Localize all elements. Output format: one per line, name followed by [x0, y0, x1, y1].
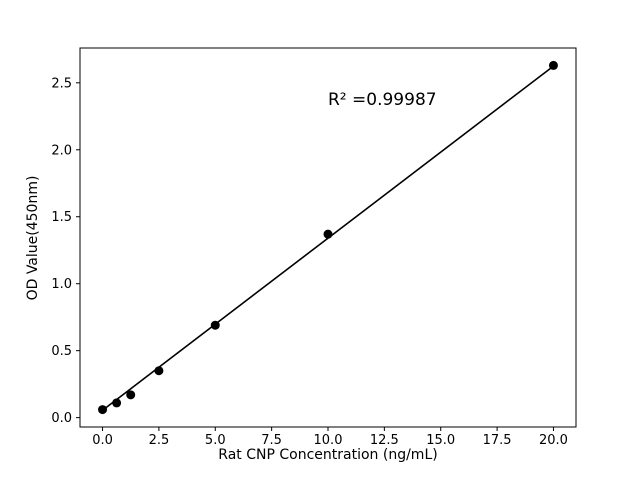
- r-squared-annotation: R² =0.99987: [328, 90, 437, 110]
- x-tick-label: 7.5: [261, 433, 282, 448]
- x-tick-label: 12.5: [370, 433, 399, 448]
- data-point: [548, 60, 558, 70]
- y-tick-label: 1.5: [51, 210, 72, 225]
- y-tick-label: 1.0: [51, 277, 72, 292]
- data-point: [154, 366, 164, 376]
- y-tick-label: 2.0: [51, 143, 72, 158]
- x-tick-label: 15.0: [426, 433, 455, 448]
- x-tick-label: 10.0: [314, 433, 343, 448]
- x-tick-label: 2.5: [149, 433, 170, 448]
- x-tick-label: 0.0: [92, 433, 113, 448]
- x-tick-label: 17.5: [483, 433, 512, 448]
- x-tick-label: 5.0: [205, 433, 226, 448]
- y-axis-label: OD Value(450nm): [25, 175, 41, 301]
- x-axis-label: Rat CNP Concentration (ng/mL): [218, 447, 438, 463]
- data-point: [98, 405, 108, 415]
- y-tick-label: 0.5: [51, 344, 72, 359]
- data-points: [98, 60, 558, 415]
- x-tick-label: 20.0: [539, 433, 568, 448]
- data-point: [323, 229, 333, 239]
- data-point: [126, 390, 136, 400]
- y-tick-label: 2.5: [51, 76, 72, 91]
- y-tick-label: 0.0: [51, 411, 72, 426]
- data-point: [210, 320, 220, 330]
- data-point: [112, 398, 122, 408]
- y-axis-ticks: 0.0 0.5 1.0 1.5 2.0 2.5: [51, 76, 80, 426]
- x-axis-ticks: 0.0 2.5 5.0 7.5 10.0 12.5 15.0 17.5 20.0: [92, 427, 568, 448]
